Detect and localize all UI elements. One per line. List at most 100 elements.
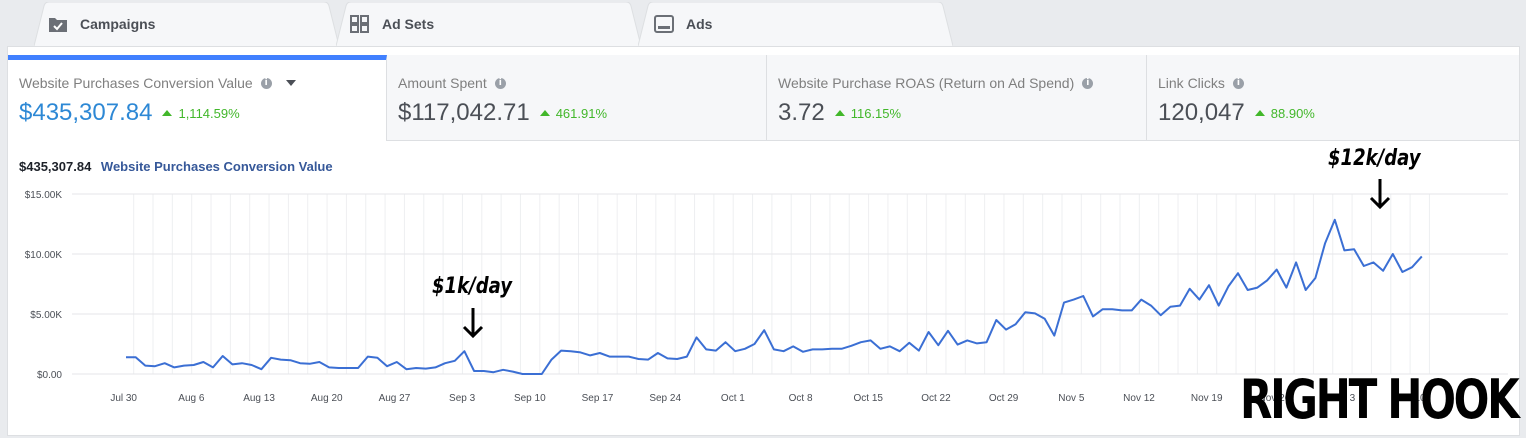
data-point [1198, 299, 1200, 301]
series-line [126, 218, 1423, 375]
tab-ads-background [638, 2, 953, 46]
info-icon[interactable]: i [1232, 77, 1244, 89]
data-point [638, 358, 640, 360]
data-point [193, 364, 195, 366]
data-point [560, 350, 562, 352]
y-tick-label: $5.00K [30, 310, 62, 321]
info-icon[interactable]: i [1082, 77, 1094, 89]
data-point [1102, 308, 1104, 310]
data-point [1247, 289, 1249, 291]
data-point [831, 348, 833, 350]
data-point [1034, 312, 1036, 314]
data-point [444, 362, 446, 364]
x-tick-label: Oct 29 [989, 393, 1019, 404]
data-point [1218, 305, 1220, 307]
data-point [135, 356, 137, 358]
tab-ads[interactable]: Ads [638, 2, 953, 46]
delta-text: 461.91% [555, 105, 608, 121]
data-point [338, 367, 340, 369]
data-point [551, 359, 553, 361]
metric-roas-delta: 116.15% [834, 106, 901, 121]
data-point [957, 344, 959, 346]
data-point [570, 350, 572, 352]
folder-check-icon [49, 18, 67, 32]
x-tick-label: Oct 8 [789, 393, 813, 404]
data-point [850, 345, 852, 347]
data-point [908, 342, 910, 344]
data-point [676, 358, 678, 360]
data-point [1063, 302, 1065, 304]
metric-amount-spent[interactable]: Amount Spent i $117,042.71 461.91% [387, 55, 767, 141]
data-point [1266, 279, 1268, 281]
metric-roas-label: Website Purchase ROAS (Return on Ad Spen… [778, 75, 1075, 91]
metric-roas[interactable]: Website Purchase ROAS (Return on Ad Spen… [767, 55, 1147, 141]
x-tick-label: Oct 22 [921, 393, 951, 404]
data-point [696, 336, 698, 338]
caret-down-icon[interactable] [285, 80, 296, 86]
data-point [618, 356, 620, 358]
data-point [425, 368, 427, 370]
data-point [1227, 285, 1229, 287]
data-point [512, 371, 514, 373]
data-point [792, 345, 794, 347]
data-point [763, 329, 765, 331]
data-point [241, 362, 243, 364]
x-tick-label: Aug 20 [311, 393, 343, 404]
tab-ad-sets[interactable]: Ad Sets [336, 2, 641, 46]
metric-conversion-value[interactable]: Website Purchases Conversion Value i $43… [8, 55, 387, 141]
data-point [802, 351, 804, 353]
data-point [1411, 266, 1413, 268]
data-point [212, 366, 214, 368]
x-tick-label: Dec 10 [1394, 393, 1426, 404]
tab-ads-label: Ads [686, 16, 713, 32]
metric-link-clicks[interactable]: Link Clicks i 120,047 88.90% [1147, 55, 1519, 141]
data-point [144, 365, 146, 367]
metric-conversion-value-label: Website Purchases Conversion Value [19, 75, 253, 91]
x-tick-label: Oct 15 [854, 393, 884, 404]
data-point [289, 359, 291, 361]
metric-link-clicks-number: 120,047 [1158, 99, 1245, 126]
ad-display-icon [654, 15, 674, 33]
metric-conversion-value-number: $435,307.84 [19, 99, 153, 126]
data-point [463, 350, 465, 352]
arrow-down-icon-head [462, 325, 484, 339]
metric-amount-spent-label: Amount Spent [398, 75, 487, 91]
tab-campaigns[interactable]: Campaigns [34, 2, 339, 46]
y-tick-label: $10.00K [25, 250, 63, 261]
chart-total: $435,307.84 [19, 159, 92, 174]
x-tick-label: Aug 6 [178, 393, 205, 404]
trend-up-icon [539, 110, 550, 116]
tab-campaigns-label: Campaigns [80, 16, 156, 32]
delta-text: 88.90% [1270, 105, 1315, 121]
data-point [164, 362, 166, 364]
data-point [1363, 265, 1365, 267]
data-point [966, 339, 968, 341]
data-point [415, 367, 417, 369]
data-point [1421, 255, 1423, 257]
data-point [1150, 305, 1152, 307]
data-point [251, 364, 253, 366]
data-point [347, 367, 349, 369]
x-tick-label: Nov 5 [1058, 393, 1085, 404]
info-icon[interactable]: i [260, 77, 272, 89]
data-point [754, 343, 756, 345]
data-point [318, 361, 320, 363]
data-point [667, 357, 669, 359]
data-point [434, 366, 436, 368]
data-point [1353, 248, 1355, 250]
data-point [1392, 253, 1394, 255]
data-point [1401, 271, 1403, 273]
data-point [357, 367, 359, 369]
annotation-high: $12k/day [1328, 146, 1421, 171]
data-point [1208, 284, 1210, 286]
data-point [493, 371, 495, 373]
chart-series-link[interactable]: Website Purchases Conversion Value [100, 159, 333, 174]
delta-text: 1,114.59% [178, 105, 240, 121]
data-point [715, 350, 717, 352]
data-point [734, 350, 736, 352]
data-point [260, 368, 262, 370]
data-point [309, 363, 311, 365]
data-point [367, 356, 369, 358]
info-icon[interactable]: i [494, 77, 506, 89]
